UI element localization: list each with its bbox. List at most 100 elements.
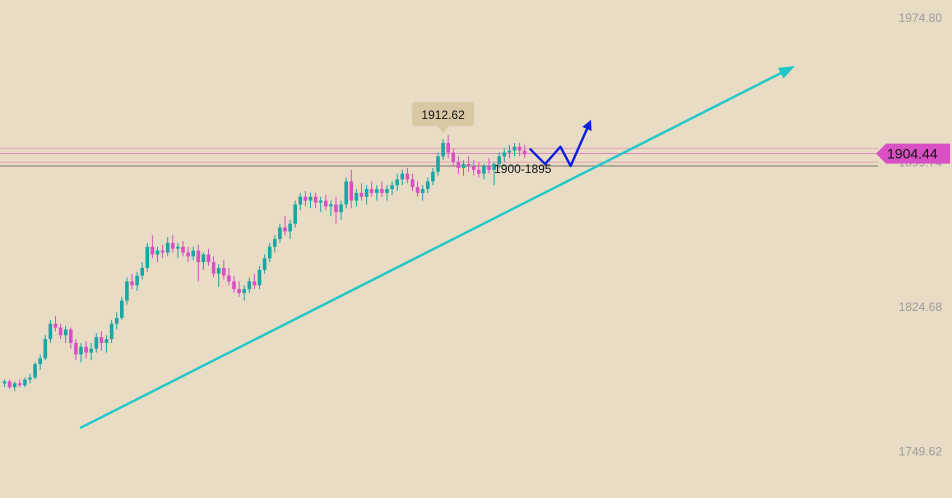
candle-body (283, 227, 287, 232)
trendlines (79, 65, 795, 429)
candle-body (375, 189, 379, 193)
candle-body (420, 189, 425, 193)
candle (216, 264, 221, 288)
candle-body (109, 323, 114, 340)
candle-body (354, 192, 359, 201)
candle-body (135, 275, 139, 286)
candle-body (114, 317, 119, 324)
candle (492, 162, 496, 186)
candle-body (380, 189, 384, 193)
candle (140, 262, 144, 280)
candle (150, 235, 155, 259)
candle (293, 200, 297, 228)
candle-body (130, 281, 134, 286)
candle-body (252, 281, 257, 286)
candle-body (38, 358, 42, 365)
candle-body (349, 181, 354, 201)
candle (497, 152, 501, 168)
candle-body (466, 164, 471, 166)
candle-body (18, 383, 22, 386)
candle (405, 167, 410, 184)
candle-body (99, 337, 104, 343)
candle (324, 194, 328, 211)
candle-body (405, 173, 410, 180)
candle (420, 185, 425, 201)
candle-body (334, 204, 338, 213)
candlesticks (2, 135, 527, 392)
candle-body (410, 179, 415, 188)
candle (38, 354, 42, 370)
candle-body (222, 267, 226, 276)
candle (160, 244, 165, 259)
candle-body (431, 171, 435, 182)
candle-body (288, 223, 292, 232)
candle (18, 379, 22, 388)
candle (125, 277, 129, 305)
candle (99, 331, 104, 351)
candle (487, 158, 491, 174)
candle-body (517, 146, 522, 151)
candle (359, 183, 364, 201)
candle-body (344, 181, 348, 205)
candle-body (502, 152, 507, 157)
candle (507, 144, 512, 159)
candle-body (48, 323, 53, 340)
candle (130, 273, 134, 290)
candle-body (436, 156, 440, 172)
candle (303, 190, 308, 207)
candle (451, 148, 456, 166)
candle-body (28, 377, 32, 380)
candle (232, 275, 236, 293)
candle (471, 160, 476, 176)
candle-body (58, 327, 63, 336)
candle-body (165, 242, 170, 253)
candle (262, 254, 267, 274)
candle (318, 196, 323, 213)
candle-body (33, 364, 37, 378)
candle (84, 341, 88, 359)
candle-body (477, 169, 481, 174)
candle (242, 285, 246, 301)
candle-body (512, 146, 517, 151)
badge-pointer (437, 125, 450, 133)
candle-body (211, 262, 216, 274)
candle (477, 162, 481, 178)
candle (53, 316, 58, 332)
candle (63, 325, 68, 343)
y-tick-label: 1749.62 (899, 444, 943, 458)
candle-body (385, 189, 389, 193)
annotations: 1912.62 1900-1895 (412, 101, 552, 176)
candle-body (395, 179, 399, 186)
candle-body (63, 329, 68, 336)
candle (181, 241, 185, 257)
candle-body (482, 165, 486, 174)
candle-body (171, 242, 175, 249)
candle-body (507, 150, 512, 153)
candle (329, 200, 333, 216)
candle-body (400, 173, 405, 180)
candle (247, 277, 252, 293)
candle-body (487, 165, 491, 170)
candle (186, 246, 190, 263)
candle (410, 173, 415, 191)
candle (33, 362, 37, 380)
candle (43, 335, 48, 361)
candle-body (79, 346, 83, 355)
candle-body (273, 239, 277, 247)
forecast-arrows (528, 119, 592, 168)
candle-body (196, 250, 201, 263)
candle (349, 169, 354, 209)
high-price-badge: 1912.62 (412, 101, 475, 133)
forecast-path (528, 126, 589, 168)
last-price-badge (876, 143, 950, 164)
candle (436, 152, 440, 176)
candle-body (120, 300, 124, 318)
candle-body (456, 162, 461, 168)
candle-body (242, 289, 246, 293)
candle (201, 252, 206, 270)
candle-body (267, 246, 272, 259)
candle-body (497, 156, 501, 165)
candle-body (298, 196, 303, 205)
candle-body (426, 181, 430, 190)
